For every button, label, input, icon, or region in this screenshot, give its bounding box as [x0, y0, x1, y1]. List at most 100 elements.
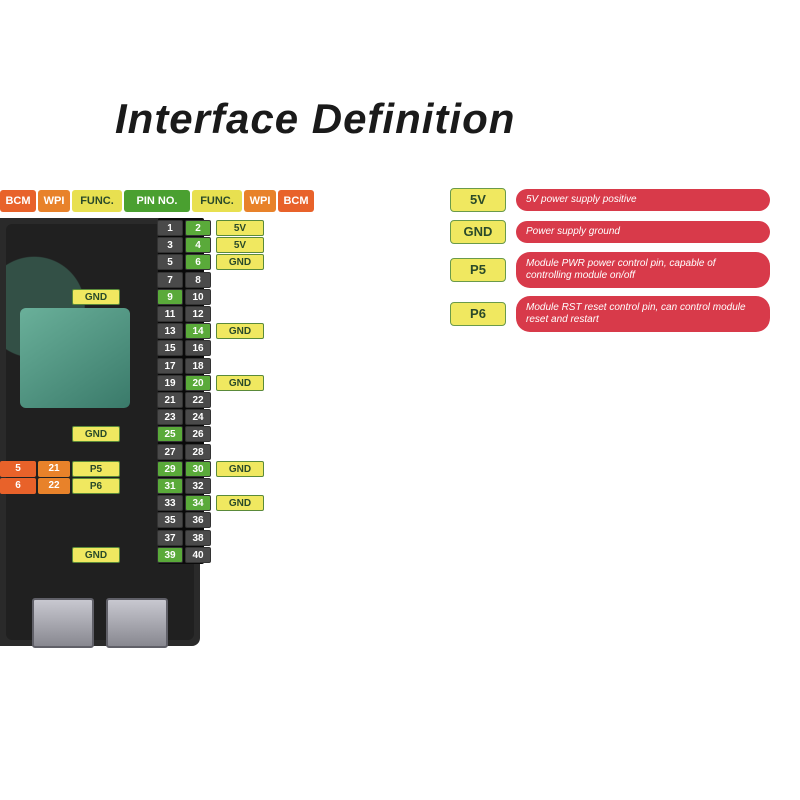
cell-func-left: GND [72, 426, 120, 442]
cell-wpi: 21 [38, 461, 70, 477]
cell-pinno-right: 12 [185, 306, 211, 322]
legend-desc: 5V power supply positive [516, 189, 770, 211]
cell-pinno-right: 38 [185, 530, 211, 546]
cell-pinno-right: 2 [185, 220, 211, 236]
cell-func-right: GND [216, 461, 264, 477]
cell-pinno-right: 16 [185, 340, 211, 356]
cell-pinno-right: 6 [185, 254, 211, 270]
cell-pinno-left: 1 [157, 220, 183, 236]
cell-pinno-left: 37 [157, 530, 183, 546]
cell-pinno-right: 34 [185, 495, 211, 511]
legend-row: GND Power supply ground [450, 220, 770, 244]
header-func-left: FUNC. [72, 190, 122, 212]
cell-func-right: 5V [216, 237, 264, 253]
legend-tag: P6 [450, 302, 506, 326]
cell-pinno-right: 22 [185, 392, 211, 408]
legend-row: P5 Module PWR power control pin, capable … [450, 252, 770, 288]
pin-row: 1516 [0, 340, 320, 356]
header-func-right: FUNC. [192, 190, 242, 212]
cell-wpi: 22 [38, 478, 70, 494]
cell-func-right: GND [216, 323, 264, 339]
cell-pinno-left: 27 [157, 444, 183, 460]
cell-pinno-right: 28 [185, 444, 211, 460]
cell-pinno-left: 5 [157, 254, 183, 270]
header-wpi-left: WPI [38, 190, 70, 212]
cell-func-left: GND [72, 547, 120, 563]
pin-row: GND 3940 [0, 547, 320, 563]
pin-row: 34 5V [0, 237, 320, 253]
pin-row: 1314 GND [0, 323, 320, 339]
cell-pinno-left: 39 [157, 547, 183, 563]
cell-pinno-left: 11 [157, 306, 183, 322]
cell-pinno-left: 21 [157, 392, 183, 408]
cell-pinno-left: 23 [157, 409, 183, 425]
cell-pinno-right: 8 [185, 272, 211, 288]
cell-func-left: P6 [72, 478, 120, 494]
pin-row: 1718 [0, 358, 320, 374]
pin-row: 1920 GND [0, 375, 320, 391]
cell-pinno-left: 25 [157, 426, 183, 442]
cell-pinno-right: 20 [185, 375, 211, 391]
cell-func-left: P5 [72, 461, 120, 477]
pin-row: 3334 GND [0, 495, 320, 511]
legend-desc: Power supply ground [516, 221, 770, 243]
legend-tag: GND [450, 220, 506, 244]
pin-row: 3738 [0, 530, 320, 546]
header-wpi-right: WPI [244, 190, 276, 212]
cell-pinno-right: 32 [185, 478, 211, 494]
pin-row: 12 5V [0, 220, 320, 236]
pin-row: GND 910 [0, 289, 320, 305]
pin-row: 521P5 2930 GND [0, 461, 320, 477]
cell-pinno-left: 15 [157, 340, 183, 356]
cell-pinno-left: 19 [157, 375, 183, 391]
cell-pinno-left: 3 [157, 237, 183, 253]
usb-port-1 [32, 598, 94, 648]
header-bcm-left: BCM [0, 190, 36, 212]
pin-row: 622P6 3132 [0, 478, 320, 494]
pin-row: 56 GND [0, 254, 320, 270]
cell-func-right: GND [216, 375, 264, 391]
page-title: Interface Definition [115, 95, 515, 143]
pinout-header-row: BCM WPI FUNC. PIN NO. FUNC. WPI BCM [0, 190, 314, 212]
cell-pinno-right: 26 [185, 426, 211, 442]
cell-pinno-left: 7 [157, 272, 183, 288]
legend-tag: P5 [450, 258, 506, 282]
cell-bcm: 5 [0, 461, 36, 477]
cell-func-right: GND [216, 254, 264, 270]
cell-func-right: 5V [216, 220, 264, 236]
legend-desc: Module RST reset control pin, can contro… [516, 296, 770, 332]
legend-tag: 5V [450, 188, 506, 212]
pin-row: 3536 [0, 512, 320, 528]
pin-row: 1112 [0, 306, 320, 322]
cell-pinno-right: 24 [185, 409, 211, 425]
cell-bcm: 6 [0, 478, 36, 494]
cell-pinno-left: 33 [157, 495, 183, 511]
cell-pinno-right: 30 [185, 461, 211, 477]
cell-func-left: GND [72, 289, 120, 305]
cell-pinno-left: 13 [157, 323, 183, 339]
cell-pinno-left: 29 [157, 461, 183, 477]
pin-row: GND 2526 [0, 426, 320, 442]
cell-pinno-left: 31 [157, 478, 183, 494]
pin-row: 2324 [0, 409, 320, 425]
legend-row: P6 Module RST reset control pin, can cont… [450, 296, 770, 332]
header-pinno: PIN NO. [124, 190, 190, 212]
cell-pinno-right: 40 [185, 547, 211, 563]
legend-desc: Module PWR power control pin, capable of… [516, 252, 770, 288]
cell-pinno-right: 18 [185, 358, 211, 374]
legend-row: 5V 5V power supply positive [450, 188, 770, 212]
pin-row: 2728 [0, 444, 320, 460]
cell-pinno-left: 9 [157, 289, 183, 305]
cell-pinno-left: 35 [157, 512, 183, 528]
header-bcm-right: BCM [278, 190, 314, 212]
cell-pinno-right: 10 [185, 289, 211, 305]
cell-pinno-left: 17 [157, 358, 183, 374]
usb-port-2 [106, 598, 168, 648]
legend-panel: 5V 5V power supply positive GND Power suppl… [450, 188, 770, 340]
cell-pinno-right: 14 [185, 323, 211, 339]
pin-row: 78 [0, 272, 320, 288]
pin-row: 2122 [0, 392, 320, 408]
cell-pinno-right: 36 [185, 512, 211, 528]
cell-pinno-right: 4 [185, 237, 211, 253]
cell-func-right: GND [216, 495, 264, 511]
